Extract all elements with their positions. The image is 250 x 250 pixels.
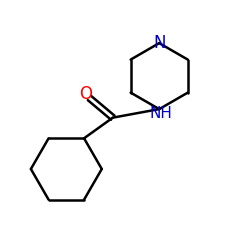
Text: O: O — [79, 85, 92, 103]
Text: N: N — [153, 34, 166, 52]
Text: NH: NH — [150, 106, 172, 121]
